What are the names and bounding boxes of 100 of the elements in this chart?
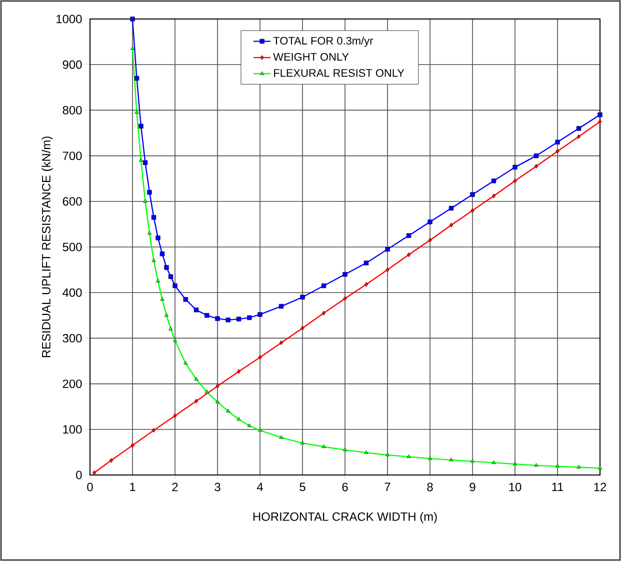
point	[226, 408, 230, 412]
point	[156, 236, 160, 240]
y-tick-label: 500	[62, 242, 82, 252]
point	[164, 265, 169, 270]
point	[164, 313, 169, 317]
point	[142, 160, 148, 165]
point	[448, 206, 454, 211]
point	[236, 417, 241, 421]
x-axis-title: HORIZONTAL CRACK WIDTH (m)	[253, 512, 437, 524]
point	[470, 208, 474, 213]
point	[449, 458, 454, 462]
point	[428, 220, 432, 224]
point	[194, 398, 198, 404]
x-tick-label: 9	[470, 482, 476, 492]
point	[492, 194, 496, 198]
y-tick-label: 300	[62, 334, 82, 342]
point	[278, 304, 284, 309]
point	[492, 460, 496, 464]
point	[449, 222, 454, 228]
point	[556, 148, 560, 154]
point	[184, 360, 188, 365]
point	[279, 340, 284, 346]
point	[555, 140, 560, 144]
point	[364, 282, 368, 287]
point	[364, 450, 368, 454]
point	[406, 252, 411, 258]
x-tick-label: 11	[552, 482, 564, 491]
point	[258, 355, 262, 360]
point	[204, 390, 209, 394]
y-tick-label: 1000	[56, 14, 82, 24]
point	[152, 258, 156, 262]
point	[194, 376, 198, 380]
point	[173, 413, 177, 418]
point	[406, 233, 412, 238]
x-tick-label: 2	[172, 482, 178, 492]
x-tick-label: 3	[214, 482, 220, 492]
point	[512, 462, 518, 466]
legend-label: FLEXURAL RESIST ONLY	[274, 69, 404, 77]
y-axis-title: RESIDUAL UPLIFT RESISTANCE (kN/m)	[42, 136, 53, 358]
point	[109, 458, 114, 463]
point	[143, 199, 148, 203]
point	[598, 119, 602, 124]
point	[385, 246, 390, 252]
point	[152, 428, 156, 433]
point	[134, 110, 139, 114]
point	[130, 16, 135, 22]
point	[226, 318, 230, 322]
y-tick-label: 100	[63, 425, 82, 434]
y-tick-label: 800	[62, 106, 82, 114]
point	[172, 338, 178, 342]
point	[534, 164, 538, 169]
point	[204, 313, 210, 318]
point	[364, 260, 369, 266]
point	[151, 215, 156, 220]
x-tick-label: 8	[427, 482, 433, 492]
point	[236, 369, 241, 374]
point	[147, 230, 152, 235]
point	[258, 312, 262, 317]
point	[160, 297, 164, 301]
point	[300, 294, 305, 300]
point	[130, 443, 134, 448]
point	[386, 267, 390, 272]
point	[279, 435, 284, 439]
point	[406, 454, 411, 458]
point	[342, 272, 348, 277]
point	[385, 452, 390, 456]
point	[342, 448, 348, 452]
x-tick-label: 5	[300, 482, 306, 492]
legend-label: TOTAL FOR 0.3m/yr	[273, 36, 374, 47]
point	[322, 310, 326, 316]
point	[194, 308, 199, 312]
point	[470, 192, 475, 197]
point	[513, 178, 517, 184]
point	[258, 428, 262, 432]
point	[343, 296, 347, 301]
x-tick-label: 1	[130, 482, 136, 491]
point	[322, 444, 326, 448]
x-tick-label: 0	[87, 482, 93, 492]
y-tick-label: 600	[62, 197, 82, 206]
point	[576, 134, 581, 139]
point	[160, 251, 165, 256]
x-tick-label: 12	[594, 482, 606, 492]
point	[215, 400, 220, 404]
point	[138, 158, 144, 162]
point	[321, 283, 326, 288]
point	[156, 278, 160, 282]
x-tick-label: 7	[384, 482, 390, 491]
point	[247, 315, 252, 320]
y-tick-label: 200	[62, 380, 82, 388]
point	[215, 316, 220, 321]
point	[130, 46, 135, 50]
legend-label: WEIGHT ONLY	[273, 52, 349, 61]
point	[576, 464, 581, 468]
y-tick-label: 700	[62, 152, 82, 160]
point	[576, 126, 582, 131]
point	[428, 456, 432, 460]
point	[598, 466, 602, 470]
point	[92, 470, 96, 476]
point	[236, 316, 242, 322]
point	[598, 112, 602, 118]
